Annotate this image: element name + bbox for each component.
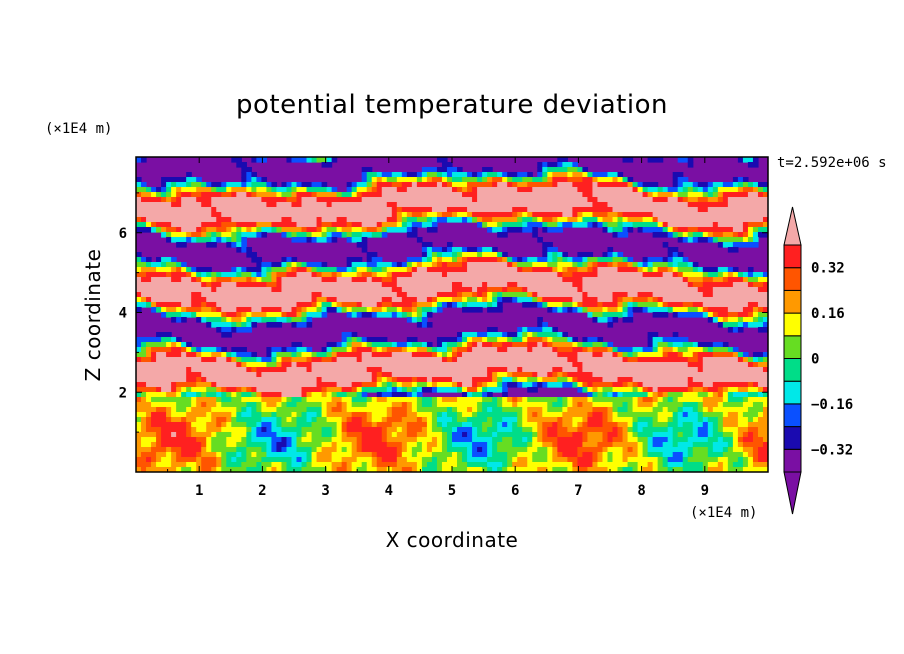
chart-title: potential temperature deviation (236, 90, 668, 120)
colorbar-tick-label: −0.16 (811, 397, 853, 413)
colorbar-tick-label: 0 (811, 352, 819, 368)
colorbar-tick-label: 0.32 (811, 261, 845, 277)
colorbar-segment (783, 289, 802, 314)
colorbar-segment (783, 358, 802, 382)
y-tick-label: 4 (119, 306, 127, 322)
x-tick-label: 3 (321, 483, 329, 499)
x-tick-label: 8 (637, 483, 645, 499)
colorbar-segment (783, 335, 802, 359)
colorbar-segment (783, 267, 802, 291)
x-axis-title: X coordinate (386, 528, 519, 552)
x-tick-label: 5 (448, 483, 456, 499)
colorbar-segment (783, 448, 802, 473)
colorbar-segment (783, 244, 802, 269)
y-tick-label: 6 (119, 226, 127, 242)
colorbar: 0.32 0.16 0 −0.16 −0.32 (783, 206, 853, 515)
colorbar-segment (783, 426, 802, 450)
colorbar-segment (783, 312, 802, 337)
y-tick-label: 2 (119, 385, 127, 401)
y-axis-title: Z coordinate (81, 249, 105, 382)
colorbar-tick-label: −0.32 (811, 442, 853, 458)
y-unit-label: (×1E4 m) (45, 121, 112, 137)
colorbar-segment (783, 403, 802, 428)
y-axis: 2 4 6 (119, 192, 768, 433)
contour-field (136, 157, 768, 472)
x-axis: 1 2 3 4 5 6 7 8 9 (167, 157, 737, 499)
colorbar-under-triangle (783, 471, 802, 515)
x-tick-label: 7 (574, 483, 582, 499)
x-tick-label: 1 (195, 483, 203, 499)
x-tick-label: 4 (385, 483, 393, 499)
colorbar-segment (783, 380, 802, 405)
colorbar-tick-label: 0.16 (811, 306, 845, 322)
x-unit-label: (×1E4 m) (690, 505, 757, 521)
colorbar-over-triangle (783, 206, 802, 246)
x-tick-label: 2 (258, 483, 266, 499)
x-tick-label: 6 (511, 483, 519, 499)
time-label: t=2.592e+06 s (777, 155, 887, 171)
x-tick-label: 9 (701, 483, 709, 499)
